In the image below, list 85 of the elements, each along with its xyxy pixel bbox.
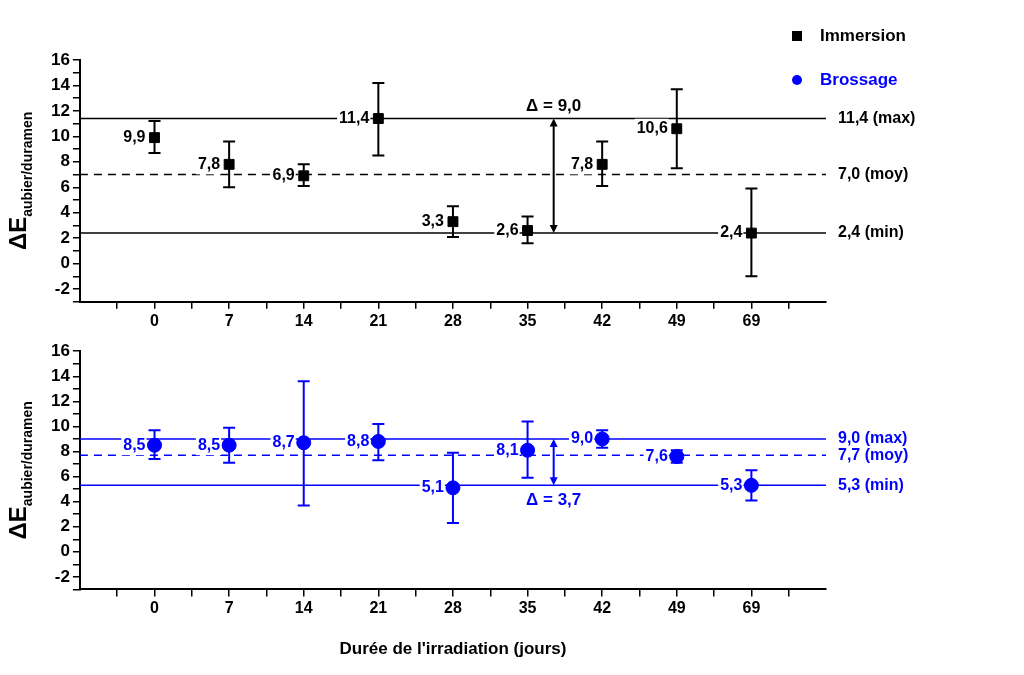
x-tick-label: 69	[742, 311, 761, 329]
x-tick-label: 35	[518, 599, 537, 617]
y-tick-label: 14	[50, 75, 71, 95]
y-axis-title: ΔEaubier/duramen	[3, 111, 35, 251]
y-tick-label: 10	[50, 416, 70, 436]
y-tick-label: 8	[60, 151, 70, 171]
y-tick-label: 6	[60, 466, 70, 486]
point	[298, 170, 310, 182]
point	[520, 442, 536, 458]
x-tick-label: 21	[369, 311, 388, 329]
point	[221, 437, 237, 453]
ref-line-label: 7,7 (moy)	[838, 445, 909, 463]
x-tick-label: 49	[667, 599, 686, 617]
point	[596, 158, 608, 170]
data-label: 9,0	[570, 429, 594, 447]
data-label: 8,8	[347, 431, 370, 449]
x-tick-label: 42	[593, 599, 612, 617]
data-label: 11,4	[339, 108, 370, 126]
data-label: 10,6	[636, 119, 668, 137]
point	[149, 132, 160, 144]
legend-label: Immersion	[820, 26, 906, 46]
data-label: 6,9	[272, 166, 295, 184]
y-tick-label: 16	[50, 340, 70, 360]
data-label: 7,8	[197, 154, 221, 172]
point	[745, 227, 757, 239]
y-tick-label: 12	[50, 100, 70, 120]
data-label: 8,5	[197, 435, 221, 453]
point	[370, 433, 386, 449]
point	[671, 123, 683, 135]
x-tick-label: 14	[294, 311, 313, 329]
point	[372, 113, 384, 124]
data-label: 7,8	[570, 154, 594, 172]
y-tick-label: 16	[50, 49, 70, 69]
x-axis-title: Durée de l'irradiation (jours)	[339, 639, 567, 659]
x-tick-label: 28	[444, 311, 462, 329]
point	[223, 158, 235, 170]
data-label: 2,6	[496, 220, 519, 238]
y-tick-label: 2	[60, 227, 70, 247]
y-tick-label: 2	[60, 516, 70, 536]
x-tick-label: 14	[294, 599, 313, 617]
y-tick-label: -2	[54, 278, 70, 298]
ref-line-label: 5,3 (min)	[838, 475, 904, 493]
y-tick-label: 6	[60, 176, 70, 196]
data-label: 8,1	[496, 440, 519, 458]
data-label: 3,3	[421, 212, 445, 230]
point	[447, 216, 459, 228]
x-tick-label: 0	[150, 599, 160, 617]
x-tick-label: 7	[224, 311, 234, 329]
x-tick-label: 28	[444, 599, 462, 617]
ref-line-label: 9,0 (max)	[838, 429, 908, 447]
data-label: 8,5	[123, 435, 146, 453]
legend-label: Brossage	[820, 70, 898, 90]
point	[147, 437, 163, 453]
y-tick-label: 14	[50, 365, 71, 385]
data-label: 5,1	[421, 478, 445, 496]
y-tick-label: 0	[60, 253, 70, 273]
y-tick-label: 10	[50, 126, 70, 146]
y-tick-label: 4	[60, 202, 71, 222]
ref-line-label: 7,0 (moy)	[838, 164, 909, 182]
y-tick-label: 0	[60, 541, 70, 561]
y-axis-title: ΔEaubier/duramen	[3, 401, 35, 540]
point	[743, 477, 759, 493]
data-label: 9,9	[123, 128, 146, 146]
data-label: 2,4	[720, 223, 743, 241]
data-label: 8,7	[272, 433, 295, 451]
y-tick-label: -2	[54, 566, 70, 586]
data-label: 7,6	[645, 446, 668, 464]
point	[296, 435, 312, 451]
x-tick-label: 69	[742, 599, 761, 617]
y-tick-label: 4	[60, 491, 71, 511]
x-tick-label: 35	[518, 311, 537, 329]
x-tick-label: 42	[593, 311, 612, 329]
ref-line-label: 11,4 (max)	[838, 108, 916, 126]
x-tick-label: 7	[224, 599, 234, 617]
annotation: Δ = 3,7	[526, 489, 582, 509]
data-label: 5,3	[720, 475, 743, 493]
x-tick-label: 49	[667, 311, 686, 329]
y-tick-label: 12	[50, 391, 70, 411]
point	[445, 480, 461, 496]
x-tick-label: 0	[150, 311, 160, 329]
y-tick-label: 8	[60, 441, 70, 461]
ref-line-label: 2,4 (min)	[838, 223, 904, 241]
x-tick-label: 21	[369, 599, 388, 617]
point	[522, 225, 534, 236]
annotation: Δ = 9,0	[526, 95, 582, 115]
